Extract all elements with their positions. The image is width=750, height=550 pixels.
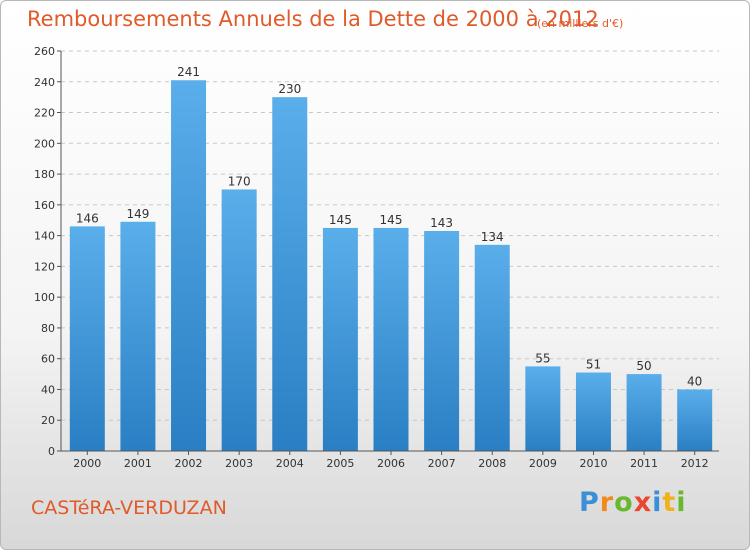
value-label: 145 (329, 213, 352, 227)
bars (69, 80, 713, 452)
x-tick-label: 2003 (225, 457, 253, 470)
axes (60, 51, 719, 452)
logo-letter: P (579, 487, 600, 518)
y-tick-label: 0 (48, 445, 55, 458)
value-label: 50 (636, 359, 651, 373)
y-tick-label: 100 (34, 291, 55, 304)
y-tick-label: 140 (34, 230, 55, 243)
x-axis-ticks: 2000 2001 2002 2003 2004 2005 2006 2007 2008 2009… (73, 451, 709, 470)
bar (424, 231, 460, 451)
x-tick-label: 2011 (630, 457, 658, 470)
value-label: 241 (177, 65, 200, 79)
unit-label: (en milliers d'€) (537, 17, 624, 30)
y-tick-label: 240 (34, 76, 55, 89)
y-axis-ticks: 0 20 40 60 80 100 120 140 160 180 200 220 240 260 (34, 45, 61, 458)
value-label: 170 (228, 174, 251, 188)
x-tick-label: 2006 (377, 457, 405, 470)
value-label: 146 (76, 211, 99, 225)
bar (171, 80, 207, 451)
value-label: 40 (687, 374, 702, 388)
bar (120, 221, 156, 451)
logo-letter: x (633, 487, 653, 518)
y-tick-label: 180 (34, 168, 55, 181)
value-label: 149 (126, 207, 149, 221)
logo-letter: o (614, 487, 634, 518)
bar (373, 227, 409, 451)
bar (525, 366, 561, 451)
y-tick-label: 220 (34, 107, 55, 120)
bar (221, 189, 257, 451)
x-tick-label: 2009 (529, 457, 557, 470)
y-tick-label: 60 (41, 353, 55, 366)
x-tick-label: 2002 (175, 457, 203, 470)
bar (69, 226, 105, 451)
y-tick-label: 160 (34, 199, 55, 212)
proxiti-logo: Proxiti (579, 487, 687, 518)
x-tick-label: 2000 (73, 457, 101, 470)
value-label: 230 (278, 82, 301, 96)
bar (272, 97, 308, 452)
y-tick-label: 40 (41, 383, 55, 396)
logo-letter: r (599, 487, 615, 518)
x-tick-label: 2012 (681, 457, 709, 470)
y-tick-label: 200 (34, 137, 55, 150)
value-label: 143 (430, 216, 453, 230)
value-label: 51 (586, 358, 601, 372)
value-label: 55 (535, 351, 550, 365)
value-labels: 146 149 241 170 230 145 145 143 134 55 51 50 40 (76, 65, 702, 388)
bar (474, 244, 510, 451)
commune-name: CASTéRA-VERDUZAN (31, 497, 227, 519)
bar (626, 374, 662, 451)
value-label: 145 (380, 213, 403, 227)
logo-letter: t (662, 487, 677, 518)
y-tick-label: 260 (34, 45, 55, 58)
bar (322, 227, 358, 451)
y-tick-label: 20 (41, 414, 55, 427)
x-tick-label: 2008 (478, 457, 506, 470)
y-tick-label: 120 (34, 260, 55, 273)
x-tick-label: 2004 (276, 457, 304, 470)
x-tick-label: 2010 (579, 457, 607, 470)
logo-letter: i (652, 487, 663, 518)
chart-title: Remboursements Annuels de la Dette de 20… (27, 7, 599, 31)
x-tick-label: 2007 (428, 457, 456, 470)
x-tick-label: 2001 (124, 457, 152, 470)
x-tick-label: 2005 (326, 457, 354, 470)
bar (575, 372, 611, 451)
logo-letter: i (676, 487, 687, 518)
bar (677, 389, 713, 451)
y-tick-label: 80 (41, 322, 55, 335)
value-label: 134 (481, 230, 504, 244)
